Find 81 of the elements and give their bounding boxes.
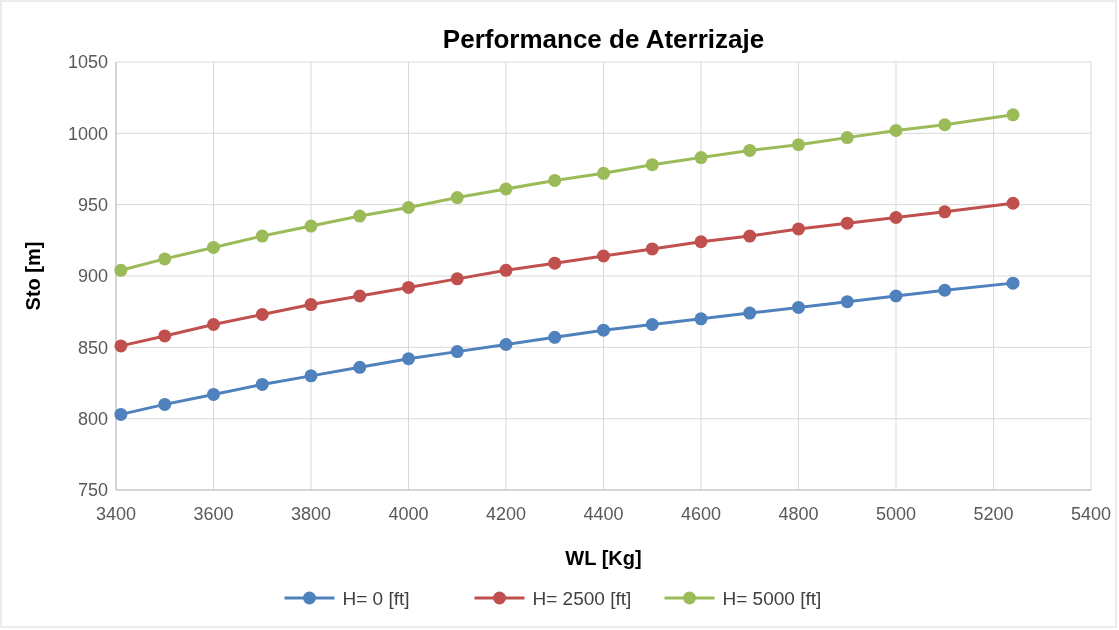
point — [694, 151, 708, 165]
point — [353, 360, 367, 374]
point — [499, 263, 513, 277]
point — [450, 345, 464, 359]
x-tick-label: 5000 — [875, 504, 917, 524]
point — [1006, 276, 1020, 290]
point — [792, 138, 805, 152]
y-tick-label: 800 — [77, 408, 108, 429]
point — [889, 211, 903, 225]
point — [694, 235, 708, 249]
point — [743, 306, 757, 320]
x-tick-label: 4400 — [583, 504, 624, 524]
y-tick-label: 1050 — [67, 52, 108, 73]
y-tick-label: 900 — [77, 266, 108, 287]
x-tick-label: 4600 — [680, 504, 722, 524]
point — [114, 407, 128, 421]
point — [158, 329, 172, 343]
point — [889, 289, 903, 303]
point — [207, 318, 220, 332]
point — [114, 263, 128, 277]
y-tick-label: 1000 — [67, 123, 108, 144]
legend-label: H= 0 [ft] — [342, 587, 410, 609]
point — [743, 143, 757, 157]
point — [840, 295, 854, 309]
legend-label: H= 5000 [ft] — [722, 587, 822, 609]
point — [938, 118, 952, 132]
chart-title: Performance de Aterrizaje — [442, 24, 765, 54]
x-tick-label: 4200 — [485, 504, 527, 524]
point — [792, 222, 805, 236]
y-tick-label: 750 — [77, 480, 108, 501]
point — [548, 330, 562, 344]
point — [938, 283, 952, 297]
point — [499, 337, 513, 351]
point — [597, 249, 610, 263]
y-axis-title: Sto [m] — [22, 241, 44, 311]
point — [304, 219, 318, 233]
x-tick-label: 4800 — [778, 504, 819, 524]
point — [255, 308, 269, 322]
point — [548, 173, 562, 187]
point — [840, 131, 854, 145]
y-tick-label: 950 — [77, 194, 108, 215]
point — [938, 205, 952, 219]
point — [304, 369, 318, 383]
point — [743, 229, 757, 243]
point — [255, 229, 269, 243]
point — [645, 242, 659, 256]
point — [158, 252, 172, 266]
point — [304, 298, 318, 312]
point — [450, 191, 464, 205]
x-tick-label: 3800 — [290, 504, 332, 524]
point — [207, 240, 220, 254]
point — [255, 377, 269, 391]
point — [1006, 196, 1020, 210]
point — [840, 216, 854, 230]
point — [402, 201, 415, 215]
point — [450, 272, 464, 286]
point — [889, 123, 903, 137]
point — [402, 352, 415, 366]
point — [402, 280, 415, 294]
y-tick-label: 850 — [77, 337, 108, 358]
point — [499, 182, 513, 196]
point — [694, 312, 708, 326]
point — [548, 256, 562, 270]
point — [792, 300, 805, 314]
point — [1006, 108, 1020, 122]
point — [353, 289, 367, 303]
x-axis-title: WL [Kg] — [565, 547, 642, 569]
point — [114, 339, 128, 353]
x-tick-label: 5400 — [1070, 504, 1112, 524]
legend-label: H= 2500 [ft] — [532, 587, 632, 609]
x-tick-label: 4000 — [388, 504, 429, 524]
point — [645, 318, 659, 332]
point — [645, 158, 659, 172]
x-tick-label: 5200 — [973, 504, 1014, 524]
point — [597, 323, 610, 337]
point — [597, 166, 610, 180]
point — [353, 209, 367, 223]
point — [158, 397, 172, 411]
point — [207, 387, 220, 401]
x-tick-label: 3400 — [95, 504, 137, 524]
x-tick-label: 3600 — [193, 504, 234, 524]
